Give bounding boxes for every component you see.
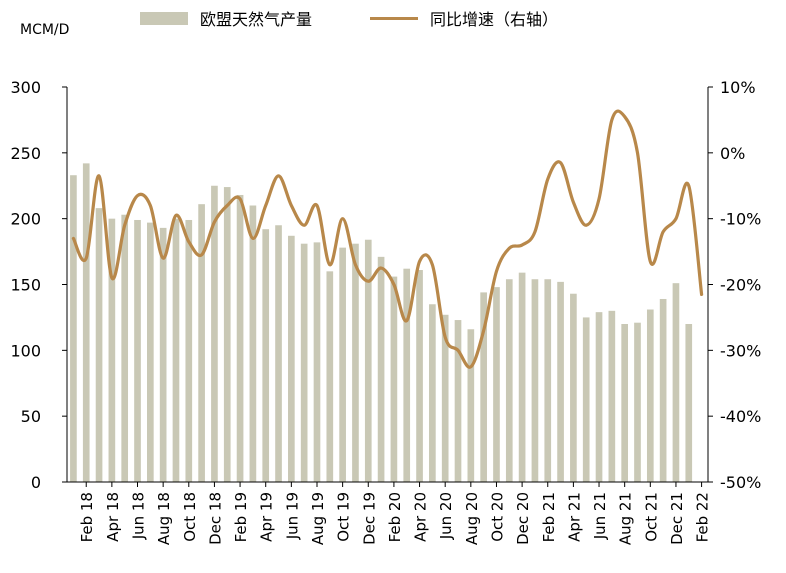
bar <box>236 194 244 482</box>
bar <box>313 242 321 482</box>
bar <box>659 298 667 482</box>
bar <box>159 227 167 482</box>
bar <box>326 271 334 482</box>
legend-line-swatch <box>370 16 419 20</box>
bar <box>121 214 129 482</box>
x-tick-label: Aug 21 <box>617 492 635 545</box>
bar <box>685 324 693 482</box>
bar <box>531 279 539 482</box>
bar <box>557 281 564 482</box>
legend-item-line: 同比增速（右轴） <box>370 6 558 30</box>
bar <box>377 256 385 482</box>
x-tick-label: Apr 19 <box>258 492 276 542</box>
x-tick-label: Jun 18 <box>130 492 148 540</box>
bar <box>300 243 308 482</box>
y-right-tick-label: -40% <box>720 407 761 426</box>
bar <box>390 276 398 482</box>
bar <box>416 270 423 482</box>
bar <box>570 293 577 482</box>
x-tick-label: Aug 20 <box>463 492 481 545</box>
bar <box>275 225 282 482</box>
bar <box>595 312 603 482</box>
x-tick-label: Jun 21 <box>591 492 609 540</box>
bar <box>352 243 359 482</box>
bar <box>134 219 141 482</box>
bar <box>211 185 218 482</box>
y-right-tick-label: -20% <box>720 276 761 295</box>
x-tick-label: Dec 21 <box>668 492 686 545</box>
y-right-tick-label: -10% <box>720 210 761 229</box>
bar <box>364 239 372 482</box>
y-left-tick-label: 100 <box>10 341 41 360</box>
x-tick-label: Dec 20 <box>514 492 532 545</box>
bar <box>608 310 616 482</box>
bar <box>198 204 205 482</box>
bar <box>339 247 346 482</box>
bar <box>467 329 475 482</box>
bar <box>146 222 154 482</box>
bar <box>95 208 103 482</box>
y-left-tick-label: 150 <box>10 276 41 295</box>
x-tick-label: Oct 20 <box>488 492 506 542</box>
y-left-tick-label: 250 <box>10 144 41 163</box>
x-tick-label: Dec 19 <box>360 492 378 545</box>
x-tick-label: Oct 18 <box>181 492 199 542</box>
y-right-tick-label: 10% <box>720 78 756 97</box>
y-left-tick-label: 200 <box>10 210 41 229</box>
x-tick-label: Apr 18 <box>104 492 122 542</box>
bar <box>262 229 270 482</box>
bar <box>185 219 193 482</box>
bar <box>672 283 680 482</box>
bar <box>454 320 462 482</box>
legend-bar-swatch <box>140 11 188 25</box>
x-tick-label: Aug 19 <box>309 492 327 545</box>
bar <box>108 218 116 482</box>
bar <box>621 324 629 482</box>
bar <box>493 287 500 482</box>
bar <box>70 175 77 482</box>
y-left-tick-label: 50 <box>21 407 41 426</box>
x-tick-label: Feb 20 <box>386 492 404 542</box>
y-left-tick-label: 300 <box>10 78 41 97</box>
x-tick-label: Jun 19 <box>283 492 301 540</box>
x-tick-label: Feb 22 <box>694 492 712 542</box>
x-tick-label: Oct 21 <box>642 492 660 542</box>
bar <box>172 218 180 482</box>
bar <box>441 314 449 482</box>
x-tick-label: Feb 18 <box>78 492 96 542</box>
x-tick-label: Apr 21 <box>565 492 583 542</box>
x-tick-label: Oct 19 <box>335 492 353 542</box>
bar <box>634 322 641 482</box>
y-right-tick-label: -50% <box>720 473 761 492</box>
bar <box>646 309 654 482</box>
x-tick-label: Dec 18 <box>206 492 224 545</box>
y-right-tick-label: -30% <box>720 341 761 360</box>
unit-label: MCM/D <box>20 22 70 38</box>
bar <box>249 205 257 482</box>
bar <box>518 272 526 482</box>
y-left-tick-label: 0 <box>31 473 41 492</box>
x-tick-label: Aug 18 <box>155 492 173 545</box>
bar <box>82 163 90 482</box>
x-tick-label: Feb 19 <box>232 492 250 542</box>
x-tick-label: Feb 21 <box>540 492 558 542</box>
bar <box>544 279 552 482</box>
growth-line <box>71 109 704 369</box>
x-tick-label: Apr 20 <box>412 492 430 542</box>
bar <box>505 279 513 482</box>
x-tick-label: Jun 20 <box>437 492 455 540</box>
y-right-tick-label: 0% <box>720 144 745 163</box>
bar <box>403 268 411 482</box>
bar <box>223 187 231 483</box>
legend-item-bar: 欧盟天然气产量 <box>140 6 312 30</box>
bar <box>429 304 436 482</box>
legend: 欧盟天然气产量 同比增速（右轴） <box>140 6 616 30</box>
legend-line-label: 同比增速（右轴） <box>430 10 559 29</box>
bar <box>288 235 295 482</box>
legend-bar-label: 欧盟天然气产量 <box>200 10 313 29</box>
bar <box>582 317 590 482</box>
bar <box>480 292 487 482</box>
